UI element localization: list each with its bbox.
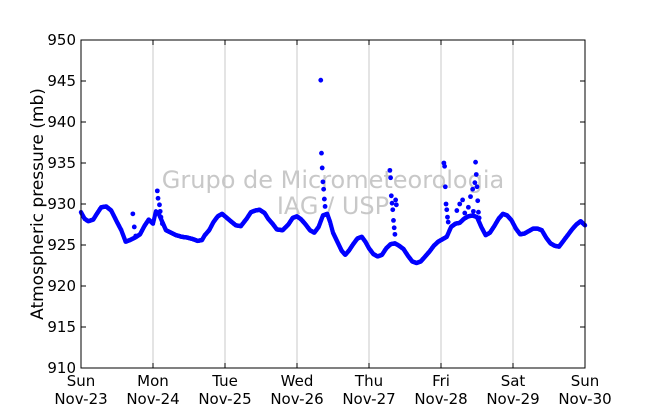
spike-point bbox=[387, 167, 393, 173]
x-tick-label-day: Sun bbox=[571, 372, 600, 390]
watermark-line-1: Grupo de Micrometeorologia bbox=[162, 166, 504, 194]
y-axis: 910 915 920 925 930 935 940 945 950 bbox=[47, 31, 585, 377]
x-tick-label-day: Tue bbox=[211, 372, 238, 390]
spike-point bbox=[319, 165, 325, 171]
spike-point bbox=[133, 233, 139, 239]
y-tick-label: 950 bbox=[47, 31, 76, 49]
spike-point bbox=[442, 163, 447, 169]
x-tick-label-date: Nov-26 bbox=[270, 390, 323, 408]
spike-point bbox=[388, 175, 393, 181]
spike-point bbox=[321, 196, 327, 202]
y-tick-label: 940 bbox=[47, 113, 76, 131]
spike-point bbox=[393, 202, 399, 208]
x-tick-label-day: Thu bbox=[354, 372, 383, 390]
spike-point bbox=[468, 194, 473, 200]
spike-point bbox=[322, 204, 328, 209]
x-tick-label-day: Sun bbox=[67, 372, 96, 390]
spike-point bbox=[318, 77, 324, 83]
spike-point bbox=[159, 221, 165, 227]
spike-point bbox=[155, 195, 161, 201]
x-tick-label-day: Mon bbox=[137, 372, 169, 390]
y-tick-label: 930 bbox=[47, 195, 76, 213]
y-tick-label: 945 bbox=[47, 72, 76, 90]
spike-point bbox=[158, 214, 164, 220]
spike-point bbox=[130, 211, 136, 217]
spike-point bbox=[131, 224, 137, 230]
spike-point bbox=[443, 201, 449, 207]
spike-point bbox=[157, 202, 162, 208]
spike-point bbox=[445, 219, 451, 225]
y-axis-title: Atmospheric pressure (mb) bbox=[28, 88, 48, 320]
x-axis: SunNov-23MonNov-24TueNov-25WedNov-26ThuN… bbox=[54, 40, 612, 408]
y-tick-label: 920 bbox=[47, 277, 76, 295]
spike-point bbox=[388, 193, 394, 199]
spike-point bbox=[473, 159, 478, 165]
spike-point bbox=[154, 188, 160, 194]
y-tick-label: 910 bbox=[47, 359, 76, 377]
spike-point bbox=[475, 198, 481, 204]
spike-point bbox=[470, 186, 476, 192]
data-points bbox=[78, 77, 588, 266]
x-tick-label-date: Nov-23 bbox=[54, 390, 107, 408]
spike-point bbox=[319, 150, 324, 156]
spike-point bbox=[320, 179, 326, 185]
spike-point bbox=[321, 186, 327, 192]
spike-point bbox=[157, 208, 163, 214]
spike-point bbox=[476, 215, 482, 221]
spike-point bbox=[476, 209, 481, 215]
spike-point bbox=[465, 204, 471, 210]
grid-lines bbox=[152, 40, 514, 368]
spike-point bbox=[454, 208, 460, 213]
y-tick-label: 935 bbox=[47, 154, 76, 172]
spike-point bbox=[474, 184, 480, 190]
spike-point bbox=[392, 231, 398, 237]
spike-point bbox=[473, 172, 479, 177]
spike-point bbox=[390, 207, 396, 213]
y-tick-label: 925 bbox=[47, 236, 76, 254]
spike-point bbox=[472, 180, 478, 186]
x-tick-label-date: Nov-27 bbox=[342, 390, 395, 408]
spike-point bbox=[389, 200, 395, 206]
spike-point bbox=[444, 207, 450, 213]
spike-point bbox=[460, 197, 465, 203]
x-tick-label-date: Nov-28 bbox=[414, 390, 467, 408]
x-tick-label-day: Sat bbox=[501, 372, 526, 390]
spike-point bbox=[462, 210, 468, 216]
x-tick-label-date: Nov-29 bbox=[486, 390, 539, 408]
x-tick-label-date: Nov-25 bbox=[198, 390, 251, 408]
spike-point bbox=[457, 201, 463, 207]
spike-point bbox=[471, 208, 476, 214]
x-tick-label-day: Wed bbox=[281, 372, 314, 390]
spike-point bbox=[391, 225, 397, 231]
spike-point bbox=[391, 218, 396, 223]
spike-point bbox=[393, 197, 399, 203]
x-tick-label-date: Nov-24 bbox=[126, 390, 179, 408]
spike-point bbox=[442, 184, 448, 190]
spike-point bbox=[445, 214, 450, 220]
x-tick-label-date: Nov-30 bbox=[558, 390, 611, 408]
y-tick-label: 915 bbox=[47, 318, 76, 336]
x-tick-label-day: Fri bbox=[432, 372, 450, 390]
